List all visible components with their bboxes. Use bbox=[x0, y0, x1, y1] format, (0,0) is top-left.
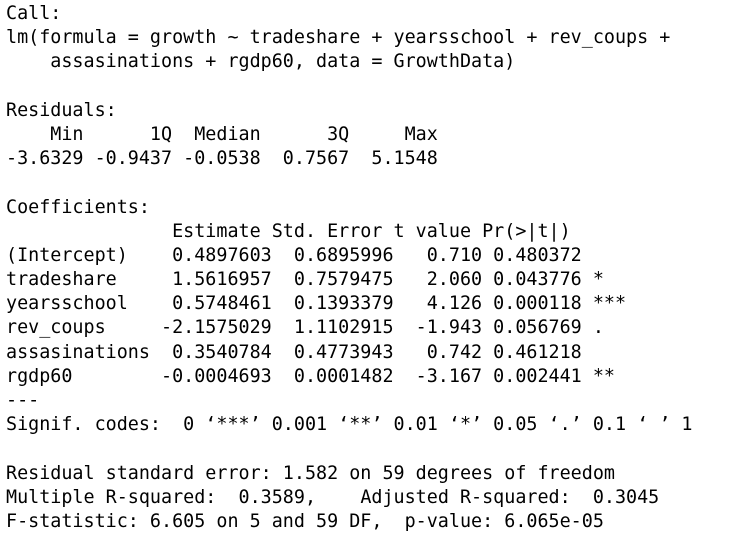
residual-standard-error: Residual standard error: 1.582 on 59 deg… bbox=[6, 462, 615, 484]
signif-codes: Signif. codes: 0 ‘***’ 0.001 ‘**’ 0.01 ‘… bbox=[6, 414, 693, 436]
coefficient-row-rev-coups: rev_coups -2.1575029 1.1102915 -1.943 0.… bbox=[6, 317, 627, 339]
separator-line: --- bbox=[6, 390, 40, 411]
call-formula-line-2: assasinations + rgdp60, data = GrowthDat… bbox=[6, 51, 516, 73]
residuals-header: Residuals: bbox=[6, 99, 117, 121]
coefficient-row-rgdp60: rgdp60 -0.0004693 0.0001482 -3.167 0.002… bbox=[6, 365, 627, 387]
coefficients-header: Coefficients: bbox=[6, 196, 150, 218]
residuals-quantile-labels: Min 1Q Median 3Q Max bbox=[6, 123, 449, 145]
call-header: Call: bbox=[6, 3, 62, 24]
coefficient-row-tradeshare: tradeshare 1.5616957 0.7579475 2.060 0.0… bbox=[6, 269, 627, 291]
blank-line bbox=[6, 437, 756, 461]
r-squared-line: Multiple R-squared: 0.3589, Adjusted R-s… bbox=[6, 486, 671, 508]
coefficient-row-yearsschool: yearsschool 0.5748461 0.1393379 4.126 0.… bbox=[6, 293, 627, 315]
call-formula-line-1: lm(formula = growth ~ tradeshare + years… bbox=[6, 27, 671, 49]
coefficients-column-headers: Estimate Std. Error t value Pr(>|t|) bbox=[6, 220, 615, 242]
r-console-output: Call: lm(formula = growth ~ tradeshare +… bbox=[6, 2, 756, 537]
coefficient-row-intercept: (Intercept) 0.4897603 0.6895996 0.710 0.… bbox=[6, 244, 627, 266]
coefficient-row-assasinations: assasinations 0.3540784 0.4773943 0.742 … bbox=[6, 341, 627, 363]
blank-line bbox=[6, 75, 756, 99]
f-statistic-line: F-statistic: 6.605 on 5 and 59 DF, p-val… bbox=[6, 510, 604, 532]
residuals-quantile-values: -3.6329 -0.9437 -0.0538 0.7567 5.1548 bbox=[6, 148, 449, 170]
blank-line bbox=[6, 171, 756, 195]
